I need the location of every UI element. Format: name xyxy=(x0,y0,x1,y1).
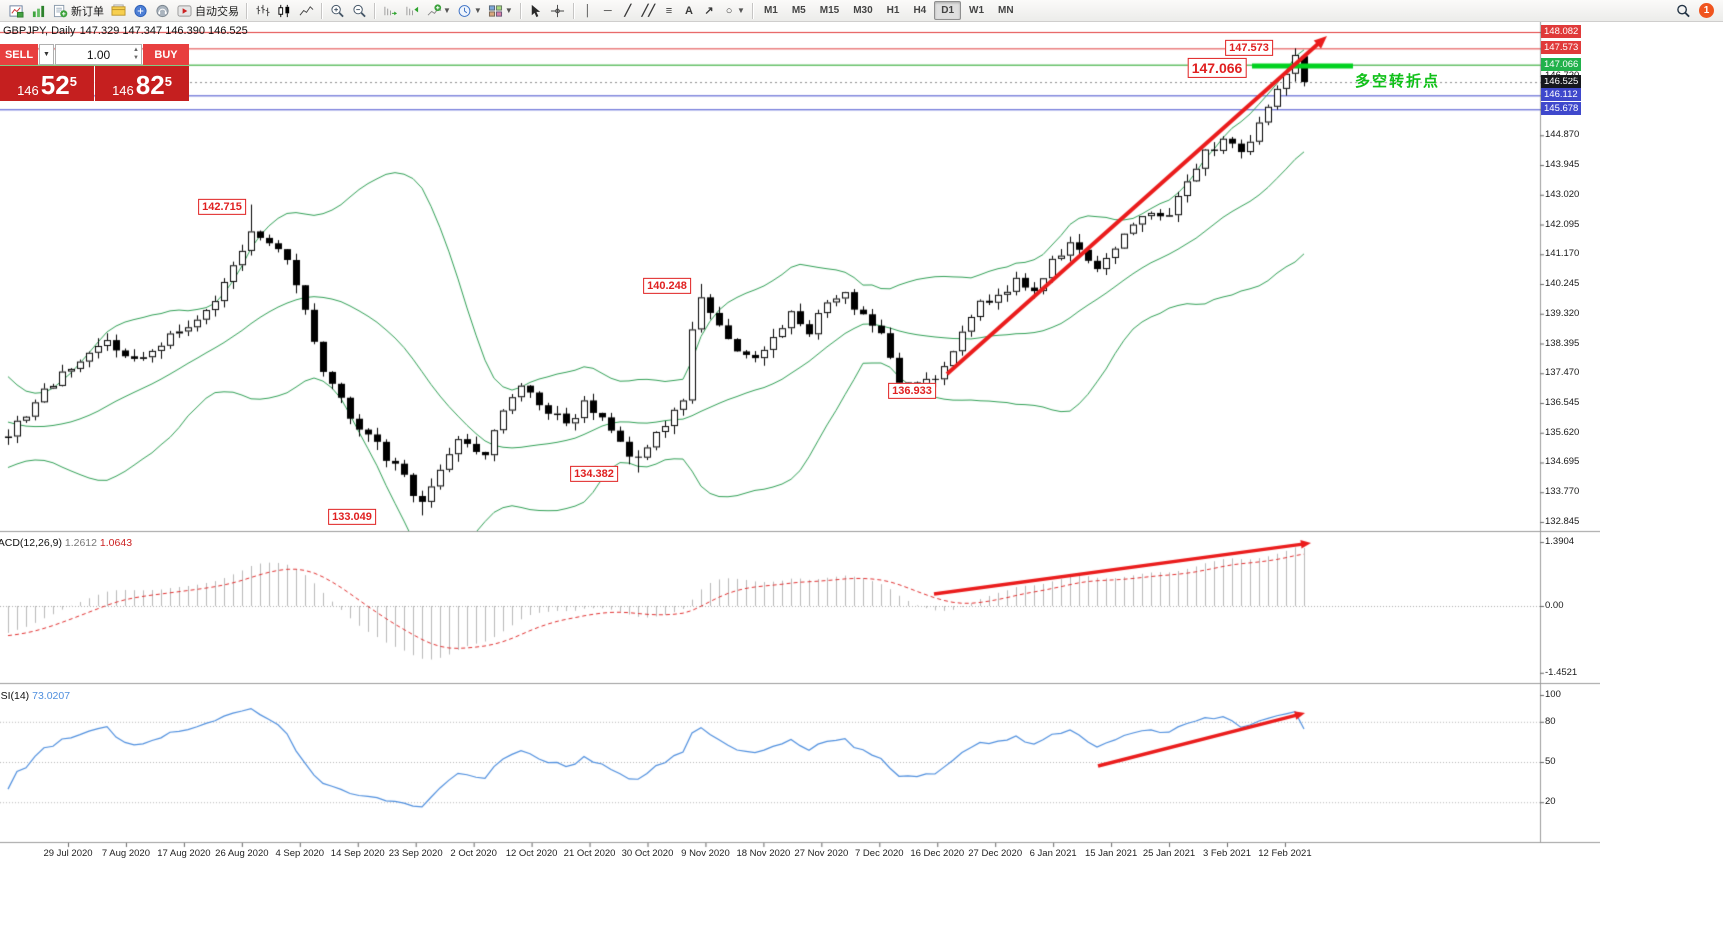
search-icon xyxy=(1675,3,1691,18)
metaeditor-button[interactable] xyxy=(130,1,150,20)
horizontal-line-button[interactable]: ─ xyxy=(599,1,617,20)
one-click-trading-panel: SELL ▼ 1.00 ▲ ▼ BUY 146 52 5 146 82 5 xyxy=(0,44,189,101)
community-icon xyxy=(154,3,170,18)
line-chart-icon xyxy=(298,3,314,18)
terminal-button[interactable] xyxy=(108,1,128,20)
order-type-dropdown[interactable]: ▼ xyxy=(39,44,54,65)
toolbar-separator xyxy=(751,2,753,19)
sell-button[interactable]: SELL xyxy=(0,44,38,65)
notification-badge[interactable]: 1 xyxy=(1699,3,1714,18)
toolbar-separator xyxy=(246,2,247,19)
trendline-button[interactable]: ╱ xyxy=(619,1,637,20)
chart-shift-icon xyxy=(404,3,420,18)
vertical-line-button[interactable]: │ xyxy=(579,1,597,20)
bar-chart-icon xyxy=(254,3,270,18)
dropdown-arrow-icon: ▼ xyxy=(504,6,513,15)
buy-price-sup: 5 xyxy=(164,74,172,89)
autotrading-button[interactable]: 自动交易 xyxy=(174,1,241,20)
fibonacci-button[interactable]: ≡ xyxy=(660,1,678,20)
timeframe-m30-button[interactable]: M30 xyxy=(853,5,873,16)
chart-symbol-period: GBPJPY, Daily xyxy=(3,25,76,37)
buy-price-prefix: 146 xyxy=(112,83,134,98)
buy-button[interactable]: BUY xyxy=(143,44,189,65)
arrows-icon: ↗ xyxy=(704,5,714,17)
horizontal-line-icon: ─ xyxy=(603,4,612,17)
chart-ohlc-header: GBPJPY, Daily 147.329 147.347 146.390 146… xyxy=(3,25,252,37)
bar-chart-button[interactable] xyxy=(252,1,272,20)
new-chart-icon xyxy=(8,3,24,18)
timeframe-mn-button[interactable]: MN xyxy=(998,5,1014,16)
arrows-button[interactable]: ↗ xyxy=(700,1,718,20)
indicators-button[interactable]: ▼ xyxy=(424,1,453,20)
spinner-down-icon[interactable]: ▼ xyxy=(133,55,139,61)
auto-scroll-button[interactable] xyxy=(380,1,400,20)
dropdown-arrow-icon: ▼ xyxy=(443,6,451,15)
lot-spinner[interactable]: ▲ ▼ xyxy=(133,46,139,62)
chart-shift-button[interactable] xyxy=(402,1,422,20)
terminal-icon xyxy=(110,3,126,18)
toolbar-right: 1 xyxy=(1672,1,1718,20)
autotrading-icon xyxy=(176,3,192,18)
lot-size-value: 1.00 xyxy=(86,47,111,62)
toolbar-separator xyxy=(321,2,322,19)
buy-price-button[interactable]: 146 82 5 xyxy=(95,66,189,101)
buy-price-big: 82 xyxy=(135,70,165,100)
lot-size-input[interactable]: 1.00 ▲ ▼ xyxy=(55,44,142,65)
trendline-icon: ╱ xyxy=(624,5,632,17)
templates-icon xyxy=(488,3,504,18)
chart-canvas[interactable] xyxy=(0,22,1600,872)
community-button[interactable] xyxy=(152,1,172,20)
sell-price-prefix: 146 xyxy=(17,83,39,98)
shapes-icon: ○ xyxy=(725,4,733,17)
zoom-out-icon xyxy=(351,3,367,18)
zoom-in-button[interactable] xyxy=(327,1,347,20)
zoom-out-button[interactable] xyxy=(349,1,369,20)
fibonacci-icon: ≡ xyxy=(665,4,673,17)
chart-ohlc-values: 147.329 147.347 146.390 146.525 xyxy=(79,25,248,37)
crosshair-icon xyxy=(550,3,566,18)
line-chart-button[interactable] xyxy=(296,1,316,20)
auto-scroll-icon xyxy=(382,3,398,18)
shapes-button[interactable]: ○ ▼ xyxy=(720,1,747,20)
metaeditor-icon xyxy=(132,3,148,18)
text-label-button[interactable]: A xyxy=(680,1,698,20)
equidistant-channel-icon: ╱╱ xyxy=(641,5,656,17)
timeframe-h4-button[interactable]: H4 xyxy=(913,5,927,16)
timeframe-d1-button[interactable]: D1 xyxy=(934,1,962,20)
timeframe-m15-button[interactable]: M15 xyxy=(819,5,840,16)
search-button[interactable] xyxy=(1673,1,1693,20)
toolbar-separator xyxy=(374,2,375,19)
toolbar: 新订单 自动交易 ▼ ▼ ▼ │ ─ ╱ ╱╱ ≡ A ↗ ○ ▼ M1 M5 M15 M30 H1 H4 D1 W1 MN… xyxy=(0,0,1723,22)
text-label-icon: A xyxy=(685,4,693,17)
sell-price-button[interactable]: 146 52 5 xyxy=(0,66,94,101)
vertical-line-icon: │ xyxy=(584,4,592,17)
crosshair-button[interactable] xyxy=(548,1,568,20)
timeframe-h1-button[interactable]: H1 xyxy=(886,5,900,16)
toolbar-separator xyxy=(519,2,521,19)
zoom-in-icon xyxy=(329,3,345,18)
toolbar-separator xyxy=(572,2,574,19)
cursor-icon xyxy=(528,3,544,18)
sell-price-big: 52 xyxy=(40,70,70,100)
periods-icon xyxy=(457,3,473,18)
new-order-icon xyxy=(52,3,68,18)
spinner-up-icon[interactable]: ▲ xyxy=(133,47,139,53)
indicators-icon xyxy=(426,3,442,18)
candlestick-chart-button[interactable] xyxy=(274,1,294,20)
new-chart-button[interactable] xyxy=(6,1,26,20)
periods-button[interactable]: ▼ xyxy=(455,1,484,20)
templates-button[interactable]: ▼ xyxy=(486,1,515,20)
profiles-icon xyxy=(30,3,46,18)
new-order-button[interactable]: 新订单 xyxy=(50,1,106,20)
timeframe-m5-button[interactable]: M5 xyxy=(791,5,806,16)
timeframe-m1-button[interactable]: M1 xyxy=(763,5,778,16)
dropdown-arrow-icon: ▼ xyxy=(473,6,482,15)
timeframe-w1-button[interactable]: W1 xyxy=(969,5,985,16)
equidistant-channel-button[interactable]: ╱╱ xyxy=(639,1,658,20)
dropdown-arrow-icon: ▼ xyxy=(737,6,745,15)
cursor-button[interactable] xyxy=(526,1,546,20)
sell-price-sup: 5 xyxy=(69,74,77,89)
profiles-button[interactable] xyxy=(28,1,48,20)
candlestick-chart-icon xyxy=(276,3,292,18)
